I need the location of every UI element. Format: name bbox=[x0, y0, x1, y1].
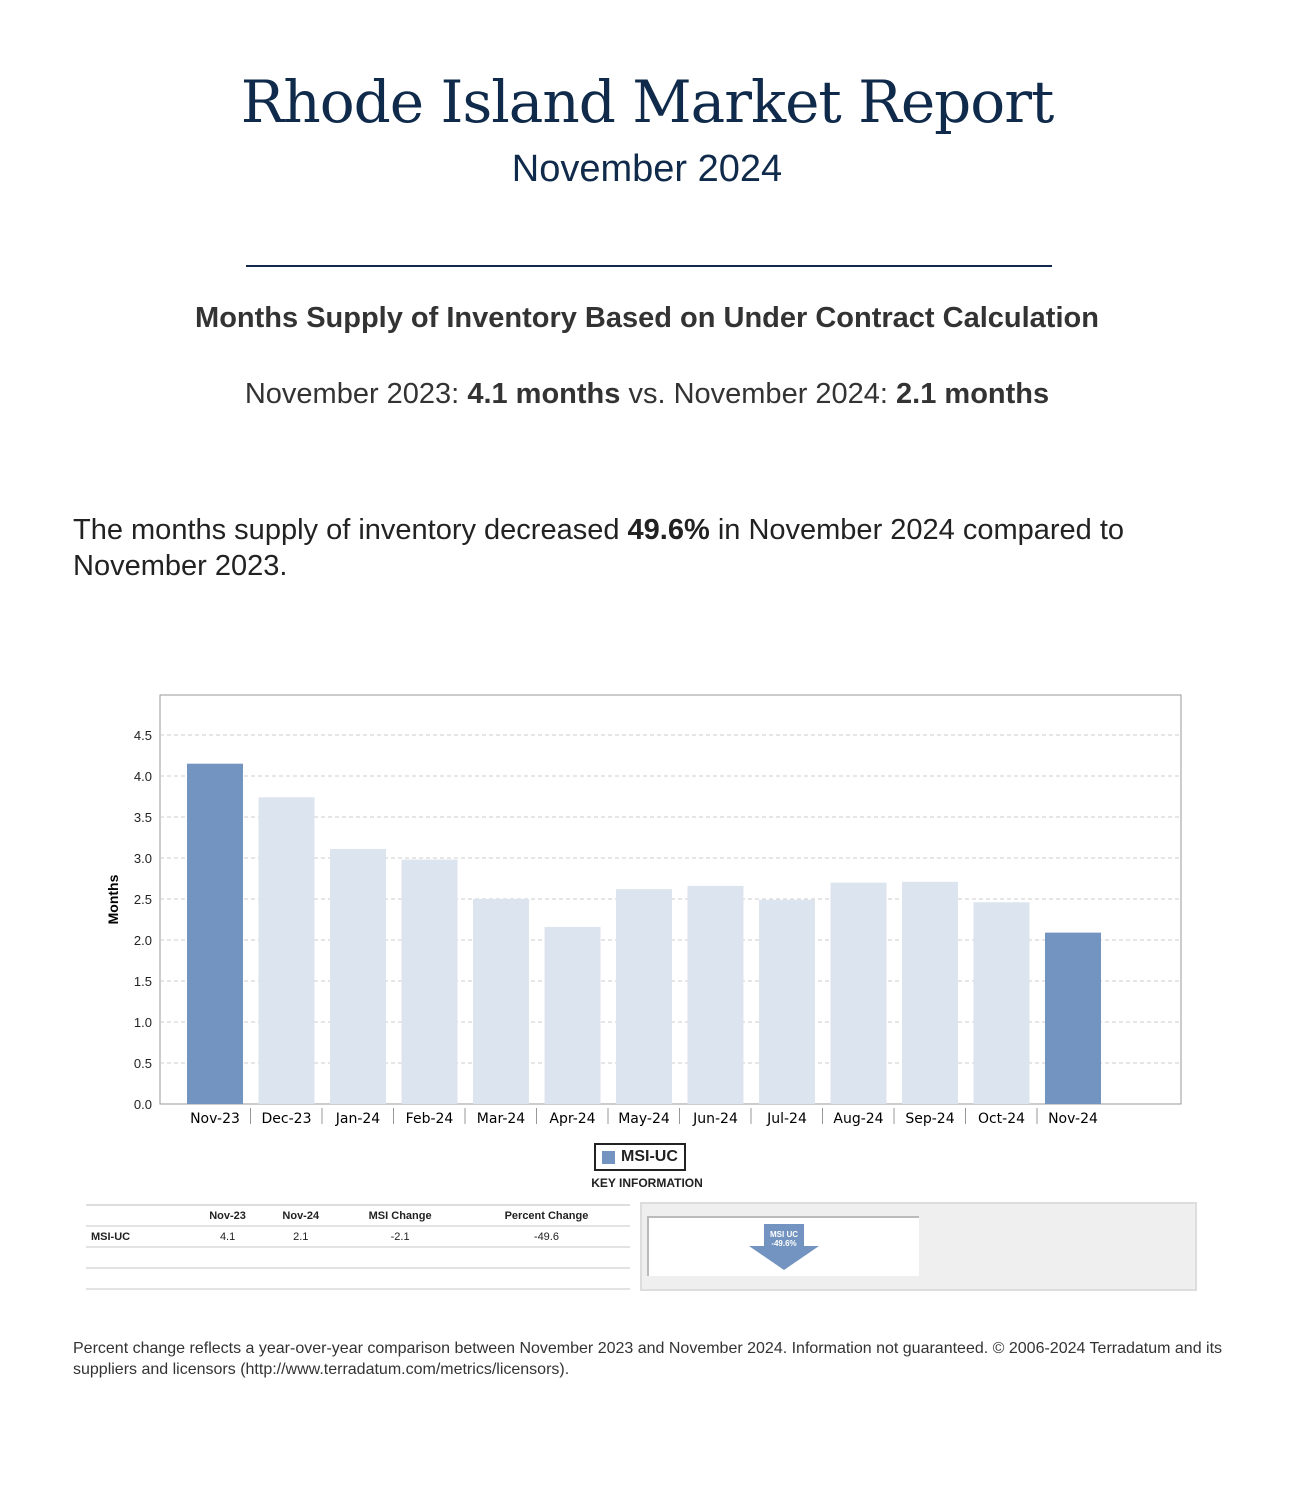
table-cell: -2.1 bbox=[337, 1226, 463, 1248]
y-tick-label: 1.5 bbox=[134, 974, 152, 989]
divider bbox=[246, 265, 1052, 267]
y-tick-label: 0.5 bbox=[134, 1056, 152, 1071]
key-info-label: KEY INFORMATION bbox=[591, 1176, 703, 1190]
table-header: Nov-23 bbox=[191, 1204, 265, 1227]
x-tick-label: Sep-24 bbox=[905, 1111, 954, 1127]
table-cell: -49.6 bbox=[462, 1226, 630, 1248]
y-tick-label: 2.0 bbox=[134, 933, 152, 948]
down-arrow-icon bbox=[749, 1224, 819, 1270]
legend: MSI-UC bbox=[594, 1143, 686, 1171]
x-tick-label: Feb-24 bbox=[406, 1111, 454, 1127]
x-tick-label: Jan-24 bbox=[335, 1111, 381, 1127]
table-cell: 4.1 bbox=[191, 1226, 265, 1248]
table-row bbox=[86, 1268, 630, 1290]
summary-pre: The months supply of inventory decreased bbox=[73, 514, 628, 546]
compare-label-2: vs. November 2024: bbox=[620, 378, 897, 410]
page-title: Rhode Island Market Report bbox=[240, 68, 1055, 136]
key-info-table: Nov-23 Nov-24 MSI Change Percent Change … bbox=[86, 1204, 630, 1290]
bar bbox=[258, 797, 315, 1104]
table-header: MSI Change bbox=[337, 1204, 463, 1227]
x-tick-label: Jul-24 bbox=[766, 1111, 807, 1127]
x-tick-label: Jun-24 bbox=[692, 1111, 738, 1127]
compare-label-1: November 2023: bbox=[244, 378, 468, 410]
bar bbox=[1045, 932, 1101, 1104]
bar bbox=[687, 885, 744, 1104]
x-tick-label: Aug-24 bbox=[833, 1111, 883, 1127]
table-header-row: Nov-23 Nov-24 MSI Change Percent Change bbox=[86, 1204, 630, 1227]
comparison-line: November 2023: 4.1 months vs. November 2… bbox=[0, 378, 1294, 411]
legend-swatch bbox=[602, 1150, 615, 1164]
summary-text: The months supply of inventory decreased… bbox=[73, 512, 1223, 584]
x-tick-label: Dec-23 bbox=[262, 1111, 312, 1127]
legend-label: MSI-UC bbox=[621, 1148, 678, 1165]
arrow-label-1: MSI UC bbox=[770, 1230, 798, 1239]
bar bbox=[401, 859, 458, 1104]
table-header bbox=[86, 1204, 191, 1227]
y-axis-label: Months bbox=[105, 874, 121, 924]
bar bbox=[759, 899, 815, 1104]
table-cell: 2.1 bbox=[264, 1226, 338, 1248]
table-row: MSI-UC 4.1 2.1 -2.1 -49.6 bbox=[86, 1226, 630, 1248]
summary-pct: 49.6% bbox=[627, 514, 710, 546]
y-tick-label: 1.0 bbox=[134, 1015, 152, 1030]
x-tick-label: Nov-24 bbox=[1048, 1111, 1098, 1127]
bar bbox=[830, 882, 887, 1104]
summary-post: in November 2024 compared to November 20… bbox=[73, 514, 1125, 582]
arrow-label-2: -49.6% bbox=[771, 1239, 797, 1248]
bar bbox=[330, 848, 386, 1104]
footer-disclaimer: Percent change reflects a year-over-year… bbox=[73, 1340, 1223, 1378]
bar bbox=[902, 881, 958, 1104]
compare-value-1: 4.1 months bbox=[467, 378, 621, 410]
x-tick-label: Oct-24 bbox=[978, 1111, 1025, 1127]
bar-chart: 0.0 0.5 1.0 1.5 2.0 2.5 3.0 3.5 4.0 4.5 Months Nov-… bbox=[105, 694, 1182, 1127]
table-cell: MSI-UC bbox=[86, 1226, 191, 1248]
y-tick-label: 3.0 bbox=[134, 851, 152, 866]
bar bbox=[544, 926, 601, 1104]
bar bbox=[187, 763, 243, 1104]
bar bbox=[616, 889, 672, 1104]
y-tick-label: 3.5 bbox=[134, 810, 152, 825]
y-tick-label: 4.0 bbox=[134, 769, 152, 784]
y-tick-label: 0.0 bbox=[134, 1097, 152, 1112]
table-header: Nov-24 bbox=[264, 1204, 338, 1227]
bar bbox=[973, 902, 1030, 1104]
x-tick-label: Mar-24 bbox=[477, 1111, 525, 1127]
x-tick-label: Nov-23 bbox=[190, 1111, 240, 1127]
compare-value-2: 2.1 months bbox=[896, 378, 1050, 410]
section-heading: Months Supply of Inventory Based on Unde… bbox=[195, 302, 1099, 334]
x-tick-label: Apr-24 bbox=[549, 1111, 595, 1127]
table-header: Percent Change bbox=[462, 1204, 630, 1227]
bar bbox=[473, 899, 529, 1104]
report-date: November 2024 bbox=[511, 148, 783, 190]
change-panel: MSI UC -49.6% bbox=[640, 1202, 1197, 1291]
x-tick-label: May-24 bbox=[618, 1111, 670, 1127]
y-tick-label: 2.5 bbox=[134, 892, 152, 907]
arrow-label: MSI UC -49.6% bbox=[749, 1230, 819, 1248]
change-indicator: MSI UC -49.6% bbox=[647, 1216, 919, 1276]
y-tick-label: 4.5 bbox=[134, 728, 152, 743]
table-row bbox=[86, 1247, 630, 1269]
